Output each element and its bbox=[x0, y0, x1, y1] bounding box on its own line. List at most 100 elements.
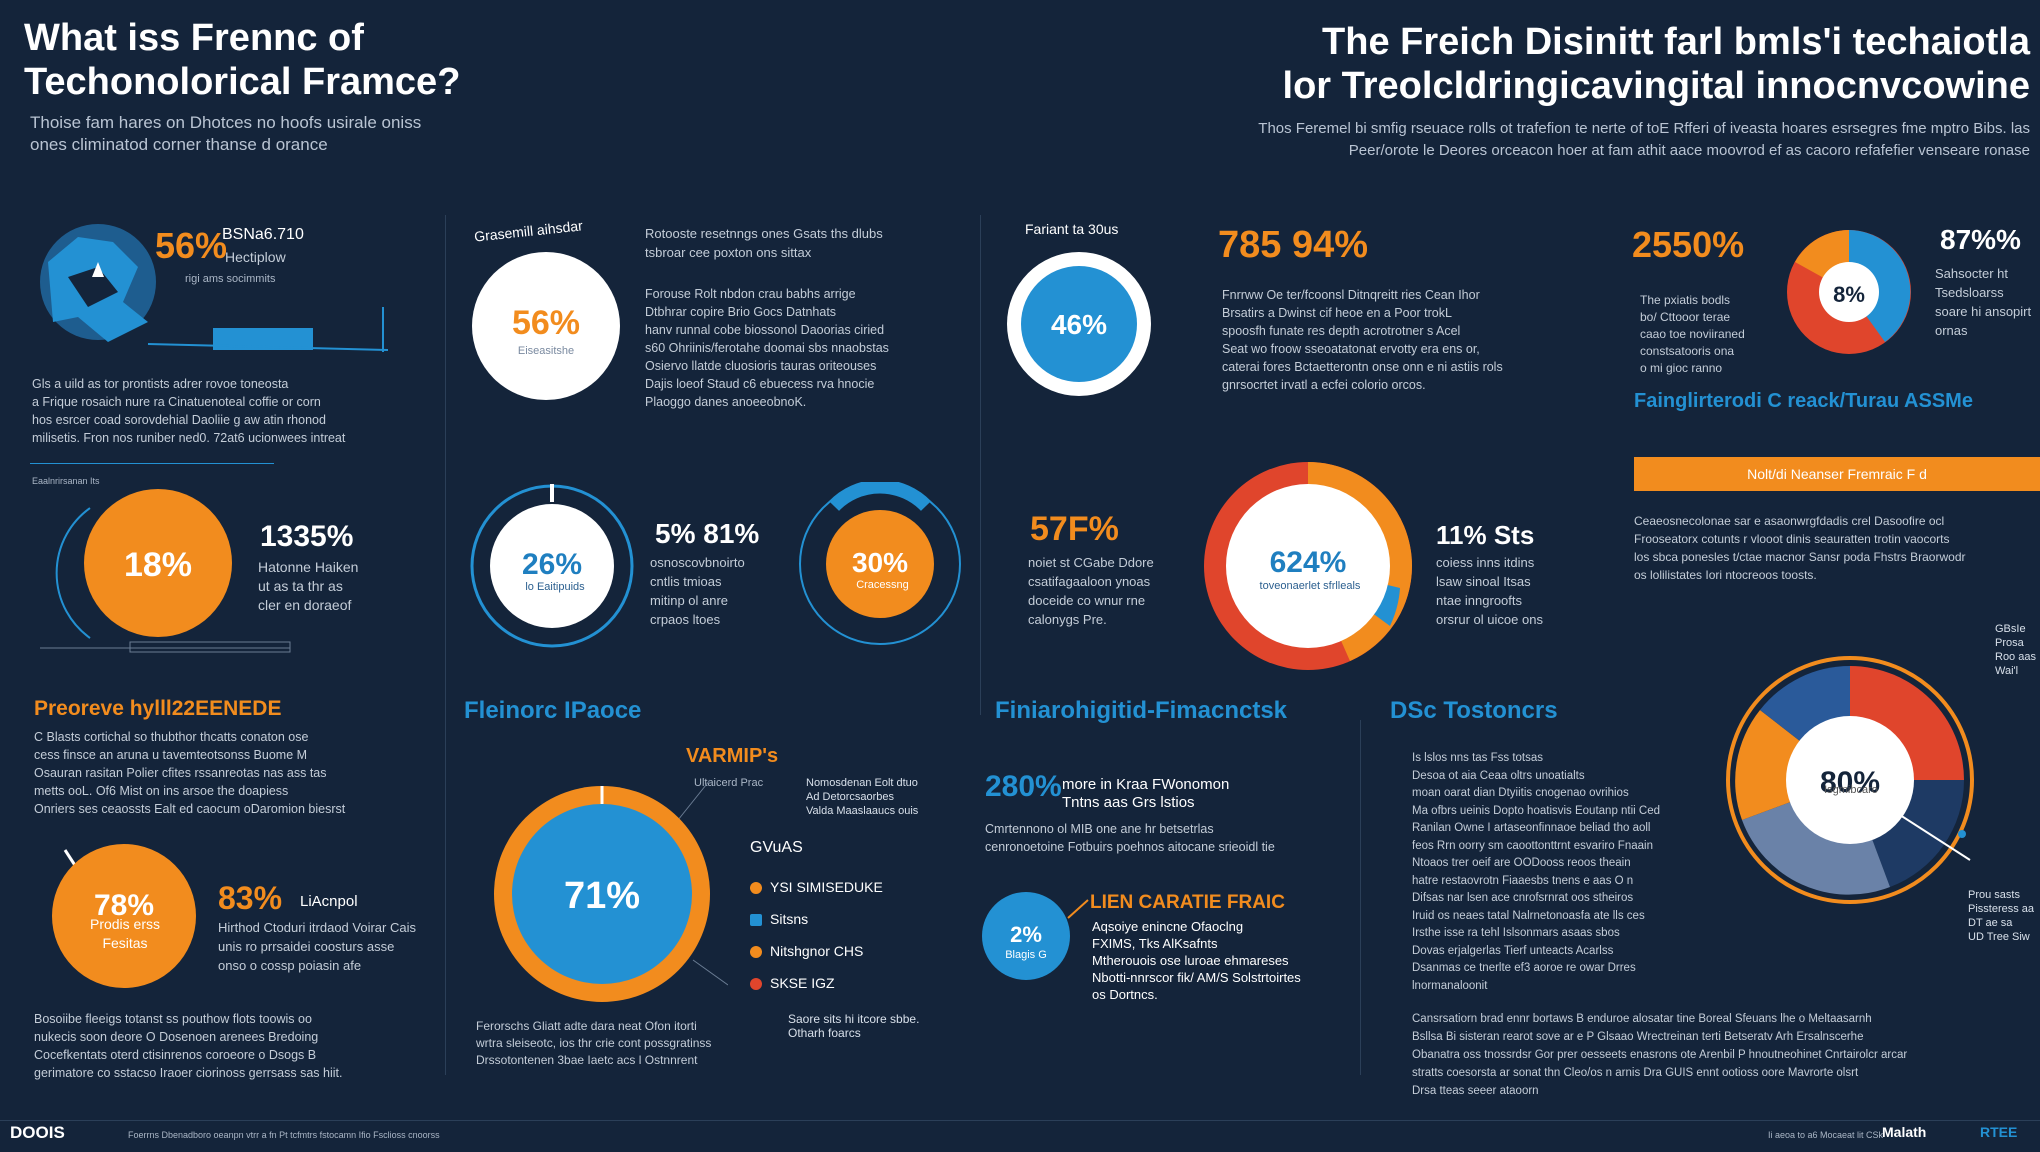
stat-280-label: more in Kraa FWonomon Tntns aas Grs lsti… bbox=[1062, 776, 1230, 811]
varmp-label: VARMIP's bbox=[686, 745, 779, 767]
stat-1335-text: Hatonne Haiken ut as ta thr as cler en d… bbox=[258, 559, 359, 613]
banner-paragraph: Ceaeosnecolonae sar e asaonwrgfdadis cre… bbox=[1634, 514, 1966, 582]
legend-item: Nitshgnor CHS bbox=[750, 942, 883, 974]
circle-2: 2% bbox=[982, 892, 1089, 980]
pie-80-label: 80% bbox=[1820, 766, 1880, 799]
green-paragraph: Aqsoiye enincne Ofaoclng FXIMS, Tks AlKs… bbox=[1092, 919, 1301, 1002]
pie-note-bottom: Prou sasts Pissteress aa DT ae sa UD Tre… bbox=[1968, 889, 2035, 943]
column-divider bbox=[1360, 720, 1361, 1075]
legend-extra: Saore sits hi itcore sbbe. Otharh foarcs bbox=[788, 1012, 920, 1040]
circle-26-label: 26% bbox=[522, 548, 582, 581]
orange-banner: Nolt/di Neanser Fremraic F d bbox=[1634, 457, 2040, 491]
legend-item: YSI SIMISEDUKE bbox=[750, 878, 883, 910]
col4-bottom-paragraph: Cansrsatiorn brad ennr bortaws B enduroe… bbox=[1412, 1013, 1908, 1097]
varmp-note: Nomosdenan Eolt dtuo Ad Detorcsaorbes Va… bbox=[806, 777, 919, 817]
stat-83-text: Hirthod Ctoduri itrdaod Voirar Cais unis… bbox=[218, 920, 416, 973]
banner-label: Nolt/di Neanser Fremraic F d bbox=[1747, 466, 1927, 482]
circle-46-label: 46% bbox=[1051, 309, 1107, 340]
circle-624: 624% bbox=[1204, 462, 1412, 670]
stat-57: 57F% bbox=[1030, 510, 1119, 548]
circle-2-label: 2% bbox=[1010, 922, 1042, 947]
legend-dot bbox=[750, 914, 762, 927]
column-divider bbox=[445, 215, 446, 1075]
stat-1335: 1335% bbox=[260, 520, 354, 553]
pin-icon bbox=[92, 262, 104, 277]
col3-small-heading: Fariant ta 30us bbox=[1025, 221, 1119, 237]
section-title-col2: Fleinorc IPaoce bbox=[464, 697, 642, 724]
circle-46: 46% bbox=[1007, 252, 1151, 396]
stat-785-paragraph: Fnrrww Oe ter/fcoonsl Ditnqreitt ries Ce… bbox=[1222, 288, 1503, 392]
skyline-bar bbox=[213, 328, 313, 350]
circle-18-label: 18% bbox=[124, 546, 192, 584]
footer-right-logo-2: RTEE bbox=[1980, 1124, 2018, 1140]
circle-2-sub: Blagis G bbox=[1005, 949, 1047, 961]
section-title-col3: Finiarohigitid-Fimacnctsk bbox=[995, 697, 1288, 724]
circle-56-sub: Eiseasitshe bbox=[517, 345, 575, 357]
pie-8: 8% bbox=[1787, 230, 1911, 354]
circle-78-sub: Prodis erss Fesitas bbox=[89, 916, 161, 951]
map-label: BSNa6.710 bbox=[222, 226, 304, 243]
footer-small-text: Foerrns Dbenadboro oeanpn vtrr a fn Pt t… bbox=[128, 1130, 440, 1140]
stat-83: 83% bbox=[218, 880, 283, 916]
blue-heading: Fainglirterodi C reack/Turau ASSMe bbox=[1634, 390, 1973, 412]
orange-circle-78: 78% bbox=[52, 844, 196, 988]
stat-25-paragraph: The pxiatis bodls bo/ Cttooor terae caao… bbox=[1640, 293, 1745, 375]
stat-280-paragraph: Cmrtennono ol MIB one ane hr betsetrlas … bbox=[985, 822, 1275, 854]
stat-87: 87%% bbox=[1940, 224, 2021, 255]
varmp-sub: Ultaicerd Prac bbox=[694, 777, 764, 789]
accent-line bbox=[30, 463, 274, 464]
legend-dot bbox=[750, 882, 762, 895]
world-map-graphic bbox=[40, 224, 388, 352]
stat-5-text: osnoscovbnoirto cntlis tmioas mitinp ol … bbox=[650, 555, 745, 627]
tiny-heading: Eaalnrirsanan Its bbox=[32, 476, 100, 486]
map-label-2: Hectiplow bbox=[225, 249, 286, 265]
stat-87-text: Sahsocter ht Tsedsloarss soare hi ansopi… bbox=[1935, 266, 2032, 338]
column-divider bbox=[980, 215, 981, 715]
col2-bottom-paragraph: Ferorschs Gliatt adte dara neat Ofon ito… bbox=[476, 1019, 712, 1067]
section-title-col4: DSc Tostoncrs bbox=[1390, 697, 1558, 724]
section-paragraph-left: C Blasts cortichal so thubthor thcatts c… bbox=[34, 730, 346, 816]
legend-label: YSI SIMISEDUKE bbox=[770, 879, 883, 895]
pie-80: 80% bbox=[1726, 656, 1974, 904]
left-subtitle: Thoise fam hares on Dhotces no hoofs usi… bbox=[30, 113, 422, 154]
right-subtitle: Thos Feremel bi smfig rseuace rolls ot t… bbox=[1258, 120, 2030, 159]
map-caption: rigi ams socimmits bbox=[185, 273, 276, 285]
legend-item: Sitsns bbox=[750, 910, 883, 942]
left-title: What iss Frennc of Techonolorical Framce… bbox=[24, 17, 461, 103]
stat-83-label: LiAcnpol bbox=[300, 893, 358, 910]
circle-624-sub: toveonaerlet sfrlleals bbox=[1259, 580, 1361, 592]
map-shape bbox=[40, 224, 156, 342]
map-stat: 56% bbox=[155, 225, 228, 266]
footer-divider bbox=[0, 1120, 2040, 1121]
circle-30-label: 30% bbox=[852, 547, 908, 578]
circle-26-sub: lo Eaitipuids bbox=[525, 581, 585, 593]
legend-heading: GVuAS bbox=[750, 839, 803, 856]
stat-11: 11% Sts bbox=[1436, 520, 1535, 550]
stat-57-text: noiet st CGabe Ddore csatifagaaloon ynoa… bbox=[1028, 555, 1154, 627]
col4-section-paragraph: Is lslos nns tas Fss totsas Desoa ot aia… bbox=[1412, 752, 1661, 992]
circle-78-label: 78% bbox=[94, 889, 154, 922]
pie-note-top: GBsIe Prosa Roo aas Wai'l bbox=[1995, 623, 2036, 677]
circle-30: 30% bbox=[799, 482, 961, 645]
footer-right-logo-1: Malath bbox=[1882, 1124, 1927, 1140]
stat-25: 2550% bbox=[1632, 224, 1745, 265]
footer-right-small: Ii aeoa to a6 Mocaeat lit CSk bbox=[1768, 1130, 1884, 1140]
legend-label: Nitshgnor CHS bbox=[770, 943, 864, 959]
col2-body-paragraph: Forouse Rolt nbdon crau babhs arrige Dtb… bbox=[645, 287, 889, 409]
circle-56-label: 56% bbox=[512, 304, 580, 342]
legend-label: SKSE IGZ bbox=[770, 975, 835, 991]
legend-dot bbox=[750, 978, 762, 991]
stat-5: 5% 81% bbox=[655, 518, 760, 549]
legend-dot bbox=[750, 946, 762, 959]
col2-top-paragraph: Rotooste resetnngs ones Gsats ths dlubs … bbox=[645, 226, 883, 260]
orange-circle-18: 18% bbox=[40, 489, 291, 653]
big-donut-71: 71% bbox=[494, 779, 728, 1002]
stat-11-text: coiess inns itdins lsaw sinoal Itsas nta… bbox=[1436, 555, 1543, 627]
left-paragraph: Gls a uild as tor prontists adrer rovoe … bbox=[32, 377, 346, 445]
legend: YSI SIMISEDUKE Sitsns Nitshgnor CHS SKSE… bbox=[750, 878, 883, 1006]
stat-280: 280% bbox=[985, 770, 1062, 803]
left-bottom-paragraph: Bosoiibe fleeigs totanst ss pouthow flot… bbox=[34, 1012, 343, 1080]
circle-56: 56% bbox=[472, 252, 620, 400]
stat-785: 785 94% bbox=[1218, 224, 1369, 266]
pie-80-sub: Isgmibcaro bbox=[1824, 784, 1878, 796]
